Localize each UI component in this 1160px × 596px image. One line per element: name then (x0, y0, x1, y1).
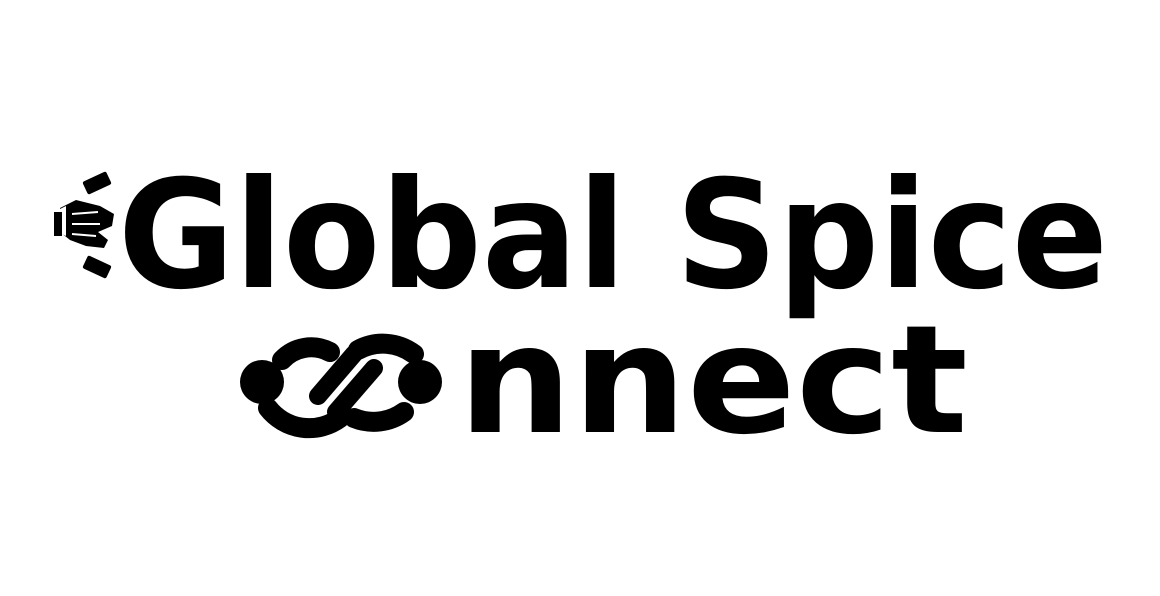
logo-line2-text: nnect (458, 294, 968, 468)
logo-line1-text: Global Spice (118, 149, 1108, 323)
handshake-icon (54, 171, 114, 279)
infinity-link-icon (240, 333, 442, 439)
